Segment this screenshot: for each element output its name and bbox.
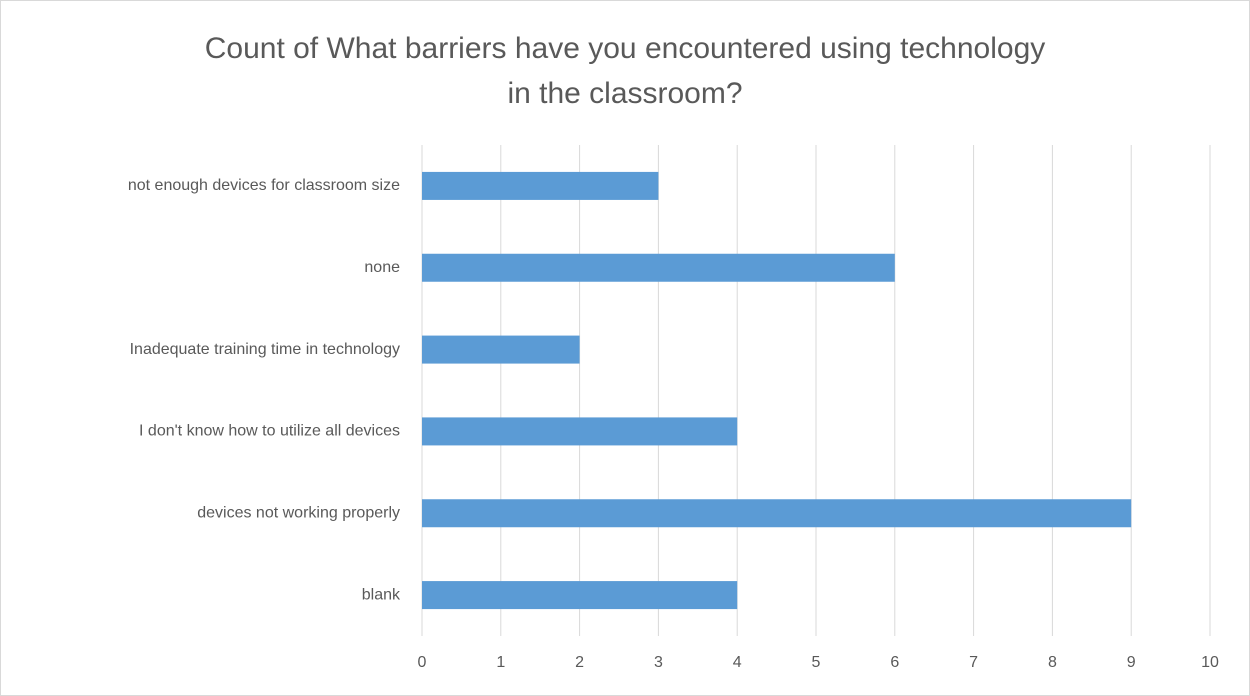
x-tick-label: 7 [969, 654, 978, 671]
x-tick-label: 0 [418, 654, 427, 671]
bar [422, 171, 659, 200]
chart-title: Count of What barriers have you encounte… [205, 32, 1046, 65]
x-tick-label: 1 [496, 654, 505, 671]
x-tick-label: 2 [575, 654, 584, 671]
y-tick-label: I don't know how to utilize all devices [139, 423, 400, 440]
bar [422, 581, 738, 610]
y-tick-label: not enough devices for classroom size [128, 177, 400, 194]
chart-title: in the classroom? [507, 77, 742, 110]
x-tick-label: 9 [1127, 654, 1136, 671]
bar [422, 499, 1132, 528]
bar [422, 253, 895, 282]
x-tick-label: 6 [890, 654, 899, 671]
x-tick-label: 8 [1048, 654, 1057, 671]
x-tick-label: 5 [812, 654, 821, 671]
x-tick-label: 4 [733, 654, 742, 671]
y-tick-label: Inadequate training time in technology [130, 341, 400, 358]
y-tick-label: none [364, 259, 400, 276]
x-tick-label: 10 [1201, 654, 1219, 671]
bar [422, 335, 580, 364]
bar [422, 417, 738, 446]
y-tick-label: blank [362, 586, 401, 603]
x-tick-label: 3 [654, 654, 663, 671]
y-tick-label: devices not working properly [197, 504, 400, 521]
